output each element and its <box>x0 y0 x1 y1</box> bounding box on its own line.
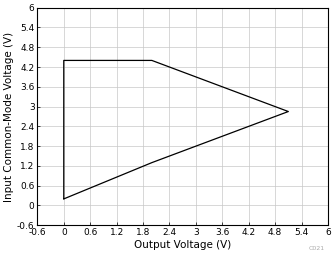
Text: C021: C021 <box>309 246 325 251</box>
Y-axis label: Input Common-Mode Voltage (V): Input Common-Mode Voltage (V) <box>4 31 14 201</box>
X-axis label: Output Voltage (V): Output Voltage (V) <box>134 240 231 250</box>
